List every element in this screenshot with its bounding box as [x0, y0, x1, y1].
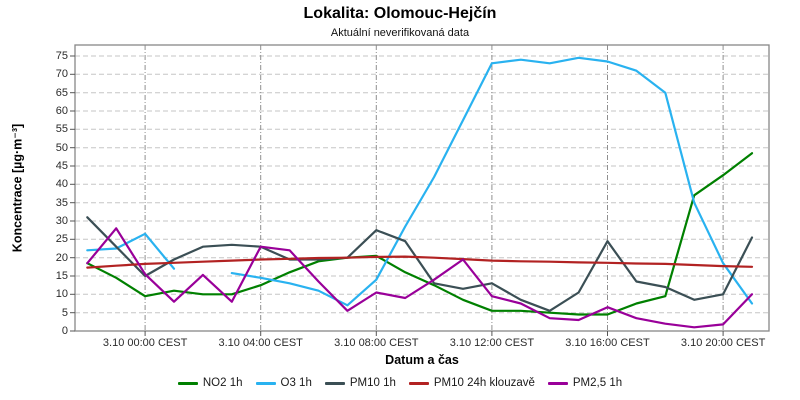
series-line-NO2-1h: [86, 152, 754, 316]
y-tick-label: 30: [55, 215, 68, 227]
y-tick-label: 15: [55, 270, 68, 282]
legend-label: PM2,5 1h: [572, 377, 623, 389]
y-tick-label: 70: [55, 68, 68, 81]
legend-item-PM10-24h-klouzavě: PM10 24h klouzavě: [408, 377, 535, 389]
y-tick-label: 60: [55, 105, 68, 117]
x-tick-label: 3.10 16:00 CEST: [565, 337, 650, 349]
y-tick-label: 5: [61, 306, 68, 319]
y-tick-label: 45: [55, 160, 68, 172]
legend-item-PM10-1h: PM10 1h: [324, 377, 396, 389]
y-tick-label: 50: [55, 141, 68, 154]
y-tick-label: 55: [55, 123, 68, 136]
legend-item-PM2-5-1h: PM2,5 1h: [547, 377, 623, 389]
chart-subtitle: Aktuální neverifikovaná data: [330, 27, 470, 39]
x-tick-label: 3.10 20:00 CEST: [680, 337, 766, 349]
series-line-O3-1h: [230, 56, 754, 307]
y-axis-label: Koncentrace [µg·m⁻³]: [10, 123, 25, 253]
series-line-O3-1h: [86, 232, 176, 270]
y-tick-label: 35: [55, 196, 68, 209]
legend-label: PM10 24h klouzavě: [433, 377, 535, 389]
x-tick-label: 3.10 08:00 CEST: [334, 337, 419, 349]
legend-swatch: [177, 381, 198, 385]
legend: NO2 1h O3 1h PM10 1h PM10 24h klouzavě PM2,5…: [0, 377, 800, 389]
legend-swatch: [324, 381, 345, 385]
legend-swatch: [547, 381, 568, 385]
legend-swatch: [255, 381, 276, 385]
y-tick-label: 0: [61, 325, 68, 337]
chart-title: Lokalita: Olomouc-Hejčín: [303, 5, 497, 22]
y-tick-label: 25: [55, 233, 68, 246]
legend-label: NO2 1h: [202, 377, 243, 389]
series-line-PM10-24h-klouzavě: [86, 255, 754, 269]
x-tick-label: 3.10 04:00 CEST: [218, 337, 303, 349]
legend-item-NO2-1h: NO2 1h: [177, 377, 243, 389]
y-tick-label: 20: [55, 251, 68, 264]
plot-border: [74, 44, 770, 332]
legend-item-O3-1h: O3 1h: [255, 377, 312, 389]
y-tick-label: 40: [55, 178, 68, 191]
y-tick-label: 75: [55, 50, 68, 62]
series-line-PM2-5-1h: [86, 227, 754, 329]
x-tick-label: 3.10 00:00 CEST: [102, 337, 188, 349]
y-tick-label: 65: [55, 86, 68, 99]
x-tick-label: 3.10 12:00 CEST: [449, 337, 535, 349]
legend-swatch: [408, 381, 429, 385]
series-line-PM10-1h: [86, 216, 754, 312]
legend-label: PM10 1h: [349, 377, 396, 389]
y-tick-label: 10: [55, 288, 68, 301]
x-axis-label: Datum a čas: [385, 353, 459, 367]
legend-label: O3 1h: [280, 377, 312, 389]
